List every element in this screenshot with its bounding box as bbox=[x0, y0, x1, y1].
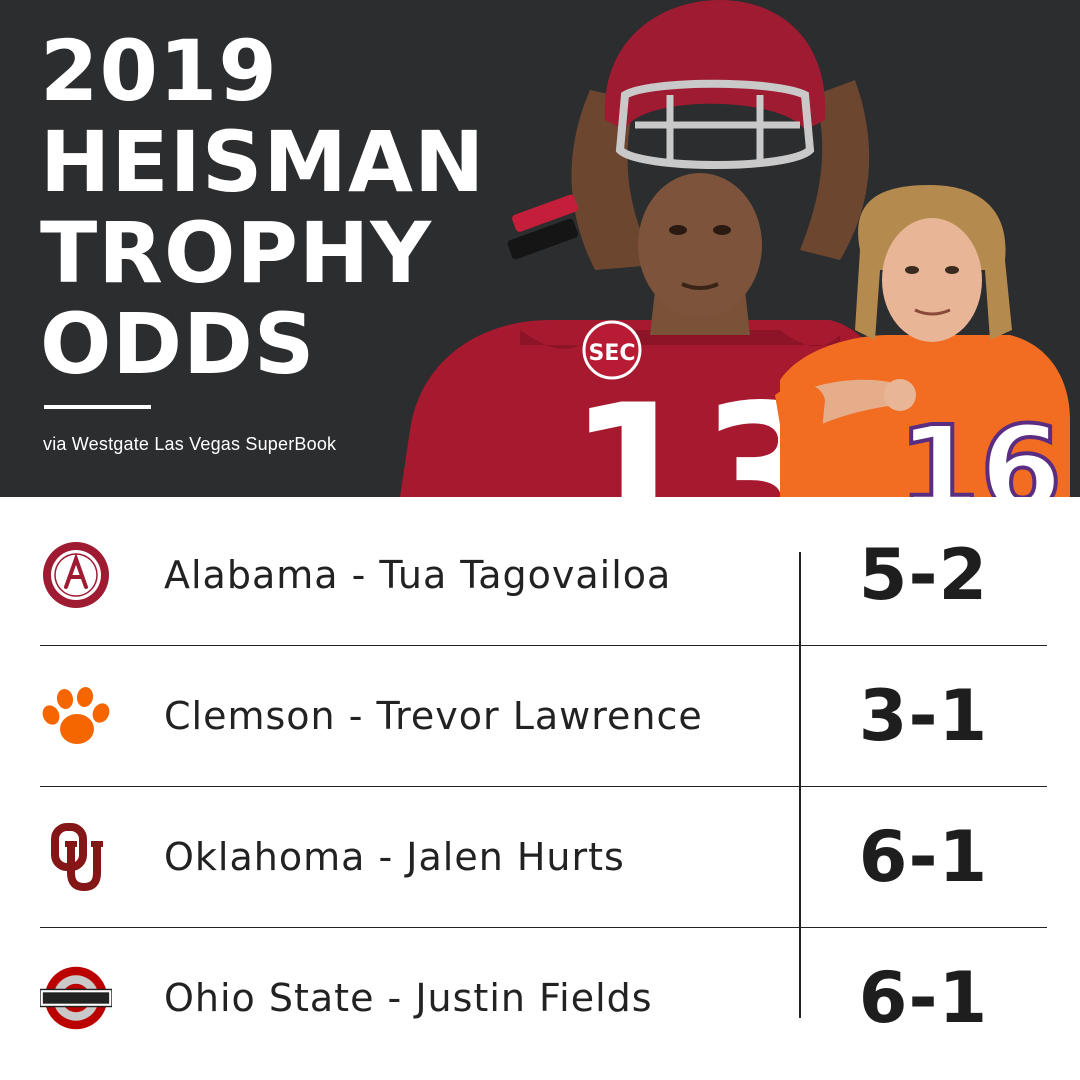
title-underline bbox=[44, 405, 151, 409]
source-credit: via Westgate Las Vegas SuperBook bbox=[43, 434, 337, 454]
title-line-4: ODDS bbox=[40, 295, 316, 393]
odds-table: Alabama - Tua Tagovailoa 5-2 Clemson - T… bbox=[0, 497, 1080, 1080]
row-odds: 6-1 bbox=[858, 815, 989, 898]
title-line-1: 2019 bbox=[40, 22, 278, 120]
sec-patch bbox=[582, 320, 642, 380]
row-label: Oklahoma - Jalen Hurts bbox=[164, 834, 625, 879]
left-player-helmet bbox=[604, 0, 826, 130]
table-row: Clemson - Trevor Lawrence 3-1 bbox=[40, 645, 1047, 787]
ou-logo bbox=[40, 786, 112, 927]
row-label: Ohio State - Justin Fields bbox=[164, 975, 653, 1020]
header-banner: 2019 HEISMAN TROPHY ODDS via Westgate La… bbox=[0, 0, 1080, 497]
row-label: Alabama - Tua Tagovailoa bbox=[164, 552, 672, 597]
left-player-jersey bbox=[400, 320, 900, 497]
title-line-3: TROPHY bbox=[40, 204, 433, 302]
right-player-face bbox=[882, 218, 982, 342]
left-player-arm-left bbox=[571, 90, 655, 270]
right-player-jersey bbox=[780, 335, 1070, 497]
table-row: Ohio State - Justin Fields 6-1 bbox=[40, 927, 1047, 1068]
left-player-face bbox=[638, 173, 762, 317]
row-odds: 6-1 bbox=[858, 956, 989, 1039]
table-row: Oklahoma - Jalen Hurts 6-1 bbox=[40, 786, 1047, 928]
title-line-2: HEISMAN bbox=[40, 113, 486, 211]
right-jersey-number: 16 bbox=[898, 400, 1062, 497]
table-row: Alabama - Tua Tagovailoa 5-2 bbox=[40, 504, 1047, 646]
left-player-arm-right bbox=[800, 80, 870, 260]
row-label: Clemson - Trevor Lawrence bbox=[164, 693, 703, 738]
ohio-state-logo bbox=[40, 927, 112, 1068]
column-divider bbox=[799, 552, 801, 1018]
row-odds: 5-2 bbox=[858, 533, 989, 616]
player-photo: SEC 13 16 bbox=[400, 0, 1070, 497]
sec-patch-label: SEC bbox=[588, 341, 635, 366]
page-title: 2019 HEISMAN TROPHY ODDS bbox=[40, 26, 485, 390]
alabama-logo bbox=[40, 504, 112, 645]
row-odds: 3-1 bbox=[858, 674, 989, 757]
paw-logo bbox=[40, 645, 112, 786]
